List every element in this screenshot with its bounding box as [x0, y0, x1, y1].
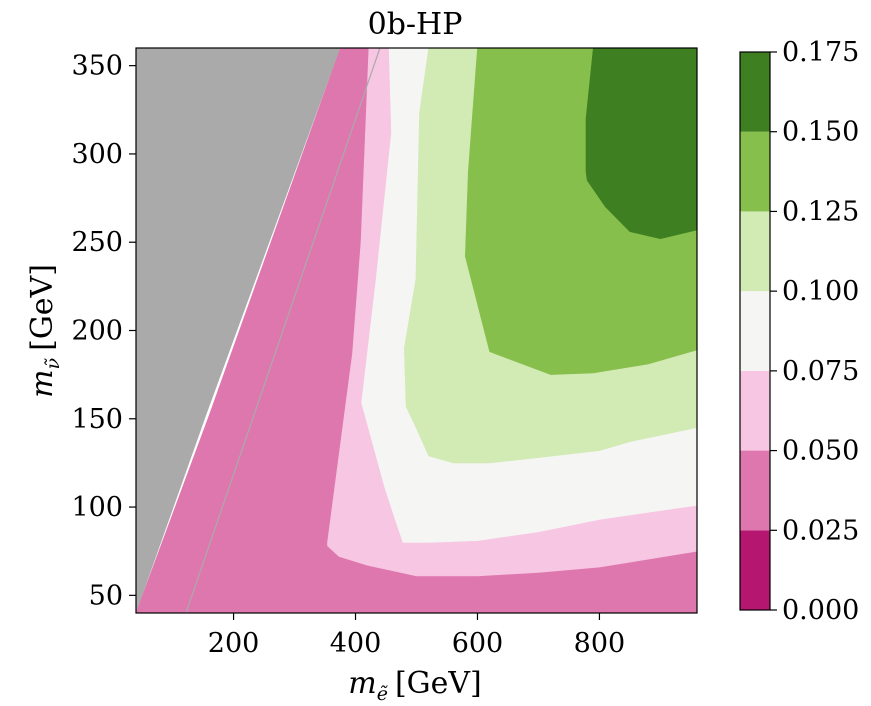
y-tick-label-1: 100 [71, 492, 123, 523]
colorbar-tick-label-7: 0.175 [782, 37, 859, 68]
x-axis: 200 400 600 800 [208, 613, 625, 659]
colorbar-segment-3 [740, 291, 770, 371]
y-axis-label-unit: [GeV] [25, 264, 60, 351]
y-tick-label-5: 300 [71, 139, 123, 170]
y-axis: 50 100 150 200 250 300 350 [71, 51, 136, 611]
y-tick-label-6: 350 [71, 51, 123, 82]
x-axis-label-symbol: m [348, 666, 376, 701]
contour-bands [136, 48, 697, 613]
x-tick-label-3: 800 [574, 628, 626, 659]
colorbar-tick-label-4: 0.100 [782, 276, 859, 307]
y-axis-label: mν̃ [GeV] [25, 264, 64, 398]
x-axis-label-subscript: ẽ [377, 683, 388, 705]
colorbar-segment-6 [740, 52, 770, 132]
y-axis-label-subscript: ν̃ [42, 357, 64, 369]
colorbar-segment-1 [740, 450, 770, 531]
y-tick-label-3: 200 [71, 316, 123, 347]
x-tick-label-2: 600 [452, 628, 504, 659]
x-axis-label: mẽ [GeV] [348, 666, 482, 705]
plot-area [136, 48, 697, 613]
colorbar-tick-label-3: 0.075 [782, 356, 859, 387]
colorbar-segment-4 [740, 211, 770, 292]
x-axis-label-unit: [GeV] [395, 666, 482, 701]
y-tick-label-2: 150 [71, 404, 123, 435]
colorbar-tick-label-0: 0.000 [782, 595, 859, 626]
y-tick-label-4: 250 [71, 227, 123, 258]
colorbar-frame [739, 51, 771, 611]
colorbar-segment-0 [740, 530, 770, 610]
y-axis-label-symbol: m [25, 369, 60, 397]
colorbar-tick-label-1: 0.025 [782, 515, 859, 546]
colorbar: 0.000 0.025 0.050 0.075 0.100 0.125 0.150 0.175 [739, 37, 859, 626]
y-tick-label-0: 50 [89, 580, 123, 611]
colorbar-tick-label-6: 0.150 [782, 117, 859, 148]
diagonal-line [185, 48, 381, 613]
chart-title: 0b-HP [368, 7, 463, 42]
colorbar-tick-label-5: 0.125 [782, 196, 859, 227]
excluded-region [136, 48, 341, 613]
colorbar-segment-5 [740, 131, 770, 212]
contour-band-6 [585, 48, 697, 240]
x-tick-label-0: 200 [208, 628, 260, 659]
colorbar-segment-2 [740, 370, 770, 451]
colorbar-tick-label-2: 0.050 [782, 436, 859, 467]
x-tick-label-1: 400 [330, 628, 382, 659]
